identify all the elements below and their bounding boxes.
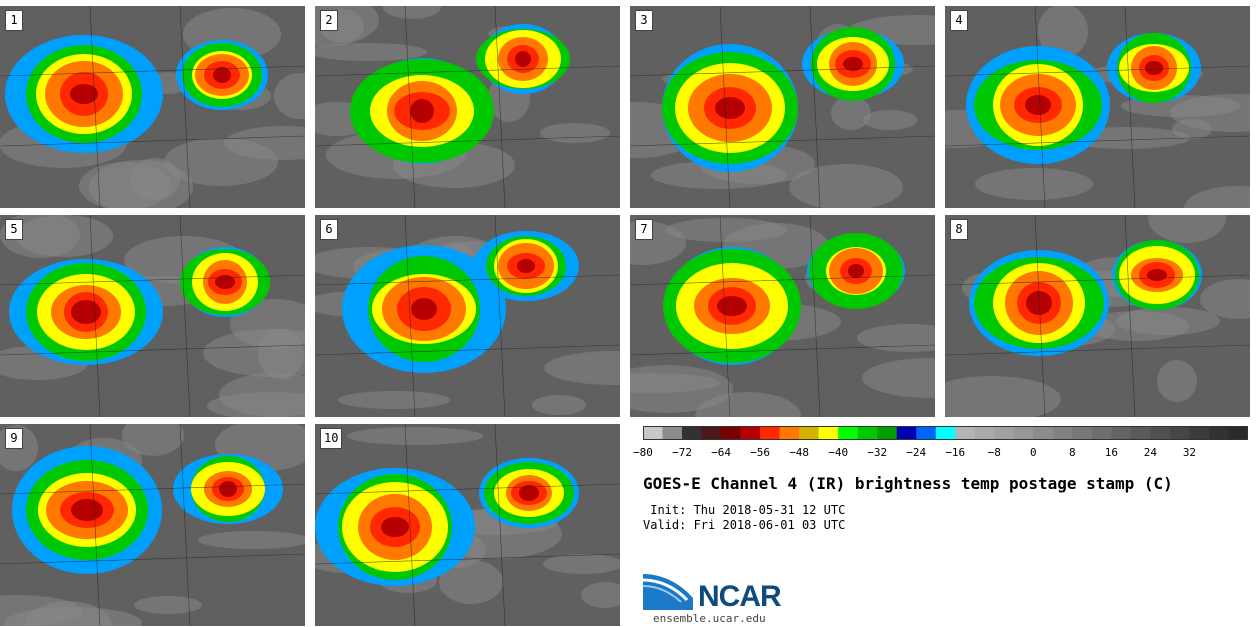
colorbar-tick-label: −48 [789, 446, 810, 459]
panel-number-label: 7 [635, 219, 653, 240]
postage-stamp-panel: 10 [315, 424, 620, 626]
valid-time: Valid: Fri 2018-06-01 03 UTC [643, 518, 846, 532]
colorbar-swatch [877, 426, 898, 440]
postage-stamp-panel: 1 [0, 6, 305, 208]
postage-stamp-panel: 2 [315, 6, 620, 208]
colorbar-swatch [1208, 426, 1229, 440]
colorbar-swatch [799, 426, 820, 440]
colorbar-tick-label: 24 [1143, 446, 1158, 459]
panel-number-label: 9 [5, 428, 23, 449]
colorbar-swatch [1013, 426, 1034, 440]
colorbar-tick-label: 0 [1030, 446, 1037, 459]
postage-stamp-panel: 8 [945, 215, 1250, 417]
colorbar-tick-label: −64 [711, 446, 731, 459]
colorbar-tick-label: −56 [750, 446, 771, 459]
colorbar-swatch [682, 426, 703, 440]
colorbar-swatch [1091, 426, 1112, 440]
colorbar-swatch [1189, 426, 1210, 440]
colorbar-swatch [896, 426, 917, 440]
colorbar-swatch [1052, 426, 1073, 440]
colorbar-swatch [1169, 426, 1190, 440]
colorbar-swatch [1111, 426, 1132, 440]
postage-stamp-panel: 3 [630, 6, 935, 208]
colorbar-tick-label: −16 [945, 446, 966, 459]
colorbar-tick-label: −72 [672, 446, 692, 459]
ncar-logo-text: NCAR [698, 580, 782, 613]
colorbar-swatch [1033, 426, 1054, 440]
colorbar-swatch [818, 426, 839, 440]
colorbar-swatch [1150, 426, 1171, 440]
colorbar-swatch [1228, 426, 1248, 440]
figure-title: GOES-E Channel 4 (IR) brightness temp po… [643, 474, 1173, 493]
init-time: Init: Thu 2018-05-31 12 UTC [643, 503, 846, 517]
colorbar-tick-label: −32 [867, 446, 888, 459]
panel-number-label: 5 [5, 219, 23, 240]
colorbar-swatch [935, 426, 956, 440]
panel-number-label: 10 [320, 428, 343, 449]
colorbar-tick-label: −24 [906, 446, 927, 459]
colorbar-swatch [857, 426, 878, 440]
colorbar-swatch [955, 426, 976, 440]
colorbar-tick-label: 16 [1104, 446, 1118, 459]
panel-number-label: 4 [950, 10, 968, 31]
colorbar-tick-label: −80 [633, 446, 653, 459]
panel-number-label: 1 [5, 10, 23, 31]
panel-number-label: 3 [635, 10, 653, 31]
colorbar-swatch [721, 426, 742, 440]
postage-stamp-panel: 7 [630, 215, 935, 417]
ncar-logo-icon [643, 574, 693, 610]
postage-stamp-panel: 6 [315, 215, 620, 417]
colorbar-swatch [662, 426, 683, 440]
colorbar-swatch [701, 426, 722, 440]
colorbar-swatch [779, 426, 800, 440]
colorbar-tick-label: −40 [828, 446, 849, 459]
colorbar-swatch [760, 426, 781, 440]
colorbar-swatch [643, 426, 664, 440]
colorbar-swatch [974, 426, 995, 440]
panel-number-label: 2 [320, 10, 338, 31]
colorbar-swatch [1130, 426, 1151, 440]
panel-number-label: 8 [950, 219, 968, 240]
colorbar-tick-label: −8 [987, 446, 1001, 459]
colorbar [643, 426, 1248, 440]
logo-url: ensemble.ucar.edu [653, 612, 766, 625]
postage-stamp-panel: 5 [0, 215, 305, 417]
colorbar-swatch [994, 426, 1015, 440]
colorbar-swatch [1072, 426, 1093, 440]
panel-number-label: 6 [320, 219, 338, 240]
postage-stamp-panel: 4 [945, 6, 1250, 208]
postage-stamp-panel: 9 [0, 424, 305, 626]
colorbar-tick-label: 8 [1069, 446, 1076, 459]
colorbar-tick-label: 32 [1182, 446, 1197, 459]
colorbar-swatch [916, 426, 937, 440]
colorbar-swatch [740, 426, 761, 440]
colorbar-swatch [838, 426, 859, 440]
